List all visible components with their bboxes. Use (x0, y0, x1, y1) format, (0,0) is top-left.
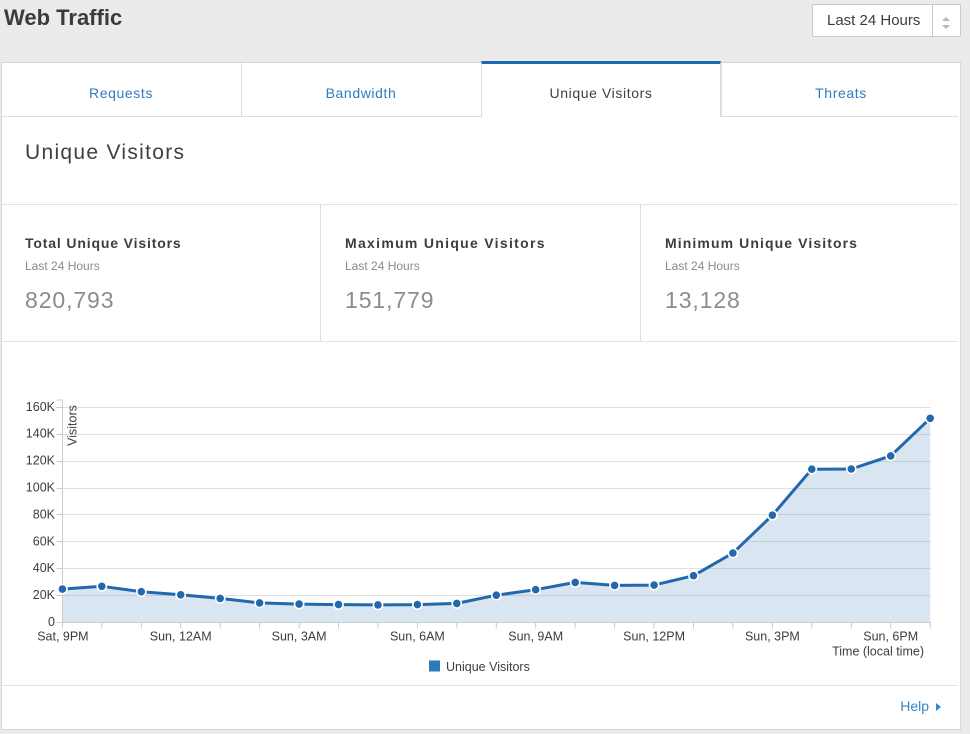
svg-text:Sun, 3AM: Sun, 3AM (272, 629, 327, 643)
svg-text:Sun, 12AM: Sun, 12AM (150, 629, 212, 643)
svg-text:80K: 80K (33, 507, 56, 521)
svg-text:Sun, 6AM: Sun, 6AM (390, 629, 445, 643)
svg-text:0: 0 (48, 615, 55, 629)
svg-text:120K: 120K (26, 454, 56, 468)
svg-text:140K: 140K (26, 427, 56, 441)
svg-text:160K: 160K (26, 400, 56, 414)
svg-text:Sun, 12PM: Sun, 12PM (623, 629, 685, 643)
svg-text:60K: 60K (33, 534, 56, 548)
svg-text:Visitors: Visitors (66, 405, 80, 446)
svg-text:Sun, 6PM: Sun, 6PM (863, 629, 918, 643)
svg-text:100K: 100K (26, 481, 56, 495)
svg-text:Sun, 3PM: Sun, 3PM (745, 629, 800, 643)
svg-text:20K: 20K (33, 588, 56, 602)
svg-text:Unique Visitors: Unique Visitors (446, 660, 530, 674)
svg-text:Time (local time): Time (local time) (832, 645, 924, 659)
svg-text:Sun, 9AM: Sun, 9AM (508, 629, 563, 643)
svg-text:Sat, 9PM: Sat, 9PM (37, 629, 88, 643)
svg-text:40K: 40K (33, 561, 56, 575)
